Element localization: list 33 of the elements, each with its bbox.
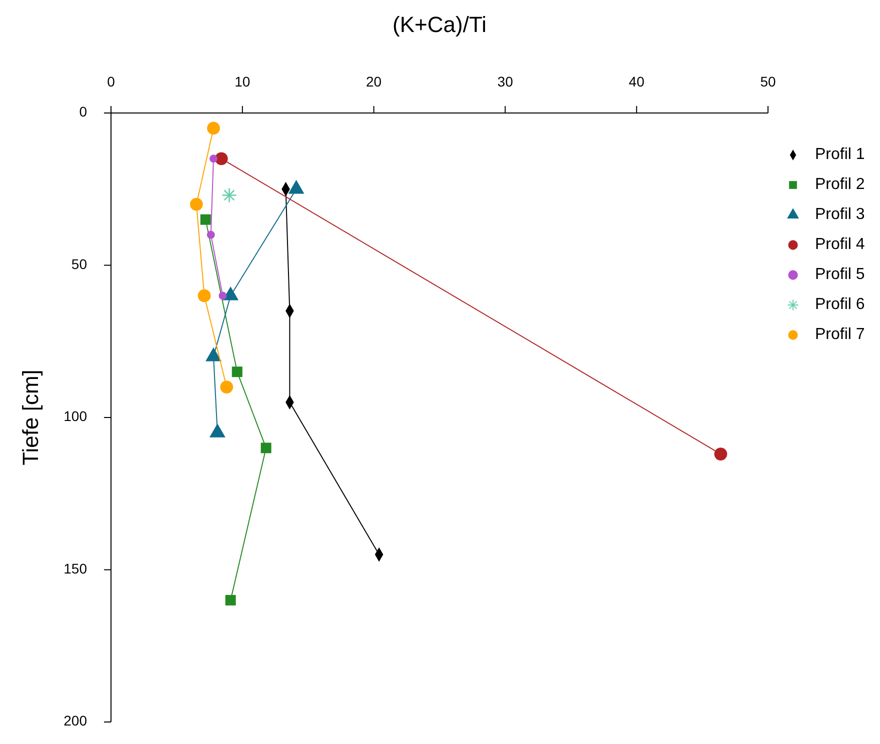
point — [218, 292, 227, 300]
x-tick-label: 40 — [628, 74, 645, 90]
legend-label: Profil 5 — [815, 266, 865, 284]
point — [714, 448, 728, 460]
point — [190, 198, 203, 211]
point — [232, 366, 242, 378]
legend-label: Profil 7 — [815, 326, 865, 344]
y-tick-label: 200 — [64, 712, 88, 729]
legend-label: Profil 3 — [815, 206, 865, 224]
y-tick-label: 100 — [64, 408, 88, 424]
y-tick-label: 50 — [71, 256, 88, 272]
legend-label: Profil 2 — [815, 176, 865, 194]
y-tick-label: 0 — [79, 104, 88, 120]
y-tick-label: 150 — [64, 560, 88, 576]
point — [207, 122, 220, 135]
x-tick-label: 30 — [497, 74, 514, 90]
x-tick-label: 0 — [107, 74, 116, 90]
legend-label: Profil 6 — [815, 296, 865, 314]
x-axis-title: (K+Ca)/Ti — [392, 12, 486, 37]
point — [214, 152, 228, 166]
point — [220, 380, 234, 394]
x-tick-label: 50 — [760, 74, 776, 90]
legend-label: Profil 4 — [815, 236, 865, 254]
point — [225, 594, 236, 606]
point — [210, 154, 218, 163]
x-tick-label: 10 — [234, 74, 250, 90]
x-tick-label: 20 — [366, 74, 382, 90]
point — [260, 442, 272, 454]
point — [206, 230, 215, 239]
point — [198, 289, 211, 302]
point — [200, 214, 211, 225]
y-axis-title: Tiefe [cm] — [18, 370, 43, 466]
legend-label: Profil 1 — [815, 146, 865, 164]
